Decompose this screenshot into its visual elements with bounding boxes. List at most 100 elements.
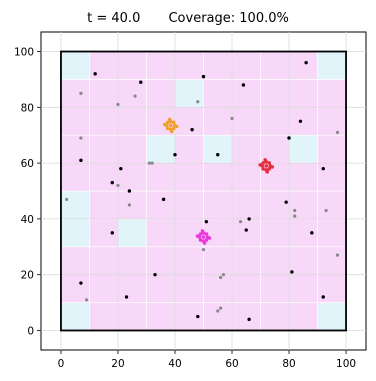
visited-target-point — [230, 116, 234, 121]
agent-swarm-point — [171, 126, 176, 131]
visited-target-point — [116, 183, 120, 188]
visited-target-point — [133, 94, 137, 98]
target-point — [290, 270, 294, 274]
visited-target-point — [116, 102, 120, 107]
coverage-cell — [146, 218, 176, 248]
target-point — [124, 295, 129, 299]
coverage-cell — [231, 79, 261, 108]
coverage-cell — [146, 162, 176, 192]
low-coverage-cell — [317, 302, 347, 331]
coverage-cell — [317, 274, 347, 303]
visited-target-point — [238, 220, 243, 224]
target-point — [161, 197, 166, 202]
target-point — [216, 153, 220, 157]
agent-swarm-point — [202, 241, 207, 245]
agent-swarm-point — [167, 117, 172, 122]
low-coverage-cell — [60, 302, 90, 331]
coverage-cell — [317, 134, 347, 164]
coverage-cell — [146, 302, 176, 331]
coverage-cell — [288, 51, 318, 80]
target-point — [127, 189, 132, 193]
coverage-cell — [146, 246, 176, 275]
visited-target-point — [293, 208, 297, 213]
agent-swarm-point — [258, 163, 263, 167]
coverage-cell — [317, 162, 347, 192]
title-time: t = 40.0 — [87, 11, 140, 26]
target-point — [204, 219, 209, 224]
agent-swarm-point — [168, 123, 173, 128]
coverage-cell — [288, 107, 318, 136]
coverage-cell — [89, 107, 119, 136]
visited-target-point — [79, 136, 83, 140]
agent-swarm-point — [267, 167, 272, 171]
coverage-cell — [231, 218, 261, 248]
agent-swarm-point — [198, 232, 203, 236]
coverage-cell — [317, 190, 347, 220]
coverage-cell — [117, 79, 147, 108]
agent-swarm-point — [200, 229, 205, 233]
target-point — [304, 60, 308, 65]
agent-swarm-point — [165, 120, 170, 125]
agent-swarm-point — [201, 235, 206, 239]
low-coverage-cell — [60, 51, 90, 80]
target-point — [190, 127, 194, 132]
agent-swarm-point — [265, 170, 270, 174]
coverage-cell — [317, 218, 347, 248]
low-coverage-cell — [117, 218, 147, 248]
agent-swarm-point — [174, 124, 179, 129]
visited-target-point — [335, 253, 340, 257]
coverage-cell — [117, 162, 147, 192]
coverage-cell — [317, 246, 347, 275]
coverage-cell — [203, 246, 233, 275]
low-coverage-cell — [146, 134, 176, 164]
coverage-cell — [260, 107, 290, 136]
low-coverage-cell — [203, 134, 233, 164]
y-tick-label: 40 — [21, 214, 34, 226]
coverage-cell — [60, 162, 90, 192]
coverage-cell — [203, 107, 233, 136]
visited-target-point — [85, 298, 89, 302]
coverage-cell — [317, 107, 347, 136]
coverage-cell — [288, 162, 318, 192]
x-tick-label: 20 — [111, 358, 124, 370]
x-tick-label: 0 — [58, 358, 65, 370]
coverage-cell — [231, 134, 261, 164]
target-point — [79, 158, 83, 163]
coverage-cell — [288, 79, 318, 108]
target-point — [241, 83, 246, 87]
agent-swarm-point — [207, 236, 212, 240]
target-point — [93, 72, 97, 76]
visited-target-point — [201, 247, 206, 252]
coverage-cell — [60, 79, 90, 108]
coverage-cell — [117, 274, 147, 303]
target-point — [196, 314, 200, 319]
coverage-cell — [174, 274, 204, 303]
coverage-cell — [89, 246, 119, 275]
coverage-cell — [89, 302, 119, 331]
visited-target-point — [147, 161, 151, 165]
target-point — [284, 200, 288, 204]
visited-target-point — [219, 306, 223, 310]
target-point — [298, 119, 303, 123]
coverage-cell — [174, 162, 204, 192]
coverage-cell — [260, 302, 290, 331]
coverage-cell — [203, 190, 233, 220]
coverage-cell — [288, 246, 318, 275]
agent-swarm-point — [165, 126, 170, 131]
coverage-cell — [260, 79, 290, 108]
y-tick-label: 20 — [21, 270, 34, 282]
coverage-cell — [260, 51, 290, 80]
target-point — [79, 281, 83, 285]
visited-target-point — [65, 197, 69, 201]
coverage-cell — [203, 274, 233, 303]
coverage-cell — [89, 51, 119, 80]
visited-target-point — [324, 208, 328, 213]
target-point — [110, 231, 114, 235]
visited-target-point — [216, 309, 220, 313]
low-coverage-cell — [60, 190, 90, 220]
agent-swarm-point — [198, 238, 203, 242]
coverage-cell — [203, 51, 233, 80]
target-point — [173, 153, 177, 157]
visited-target-point — [79, 91, 83, 95]
